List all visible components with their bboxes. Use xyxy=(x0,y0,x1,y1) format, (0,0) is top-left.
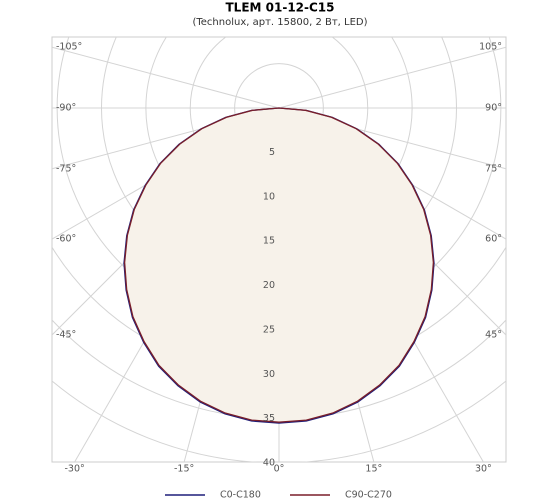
chart-title: TLEM 01-12-C15 xyxy=(225,1,334,15)
angle-label: 0° xyxy=(274,464,285,475)
grid-ray xyxy=(52,46,280,109)
angle-label: -105° xyxy=(56,42,82,53)
angle-label: 60° xyxy=(485,234,502,245)
legend-label: C90-C270 xyxy=(345,490,392,501)
grid-ray xyxy=(278,46,506,109)
angle-label: 105° xyxy=(479,42,502,53)
angle-label: -90° xyxy=(56,103,76,114)
angle-label: 45° xyxy=(485,330,502,341)
legend-label: C0-C180 xyxy=(220,490,261,501)
chart-subtitle: (Technolux, арт. 15800, 2 Вт, LED) xyxy=(192,17,367,28)
angle-label: -60° xyxy=(56,234,76,245)
series-line xyxy=(123,107,435,424)
r-tick-label: 35 xyxy=(263,413,275,424)
angle-label: -15° xyxy=(174,464,194,475)
r-tick-label: 10 xyxy=(263,191,275,202)
r-tick-label: 25 xyxy=(263,324,275,335)
marks xyxy=(123,107,435,424)
series-line xyxy=(123,107,435,423)
angle-label: -45° xyxy=(56,330,76,341)
angle-label: -30° xyxy=(64,464,84,475)
r-tick-label: 15 xyxy=(263,236,275,247)
r-tick-label: 20 xyxy=(263,280,275,291)
angle-label: 75° xyxy=(485,163,502,174)
angle-label: 30° xyxy=(475,464,492,475)
angle-label: -75° xyxy=(56,163,76,174)
r-tick-label: 30 xyxy=(263,369,275,380)
angle-label: 15° xyxy=(365,464,382,475)
angle-label: 90° xyxy=(485,103,502,114)
r-tick-label: 5 xyxy=(269,147,275,158)
r-tick-label: 40 xyxy=(263,458,275,469)
labels: -105° -90° -75° -60° -45° -30° -15° 0° 15° 30° 45°… xyxy=(56,42,502,475)
